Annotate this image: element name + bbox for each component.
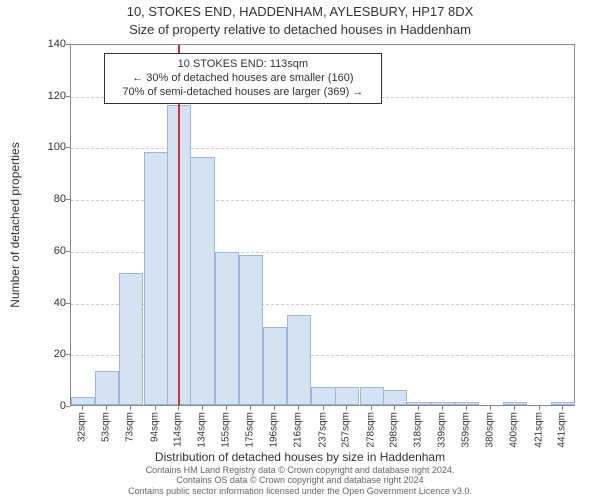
- x-tick-label: 196sqm: [269, 412, 280, 448]
- x-tick-mark: [514, 406, 515, 410]
- x-tick-label: 339sqm: [437, 412, 448, 448]
- x-tick-label: 216sqm: [292, 412, 303, 448]
- annotation-line: 10 STOKES END: 113sqm: [111, 57, 375, 71]
- x-tick-mark: [130, 406, 131, 410]
- x-tick-mark: [442, 406, 443, 410]
- y-axis-label: Number of detached properties: [8, 60, 22, 225]
- x-tick-label: 94sqm: [149, 412, 160, 442]
- x-tick-mark: [298, 406, 299, 410]
- y-tick-label: 60: [36, 245, 66, 257]
- histogram-bar: [263, 327, 287, 405]
- x-tick-label: 155sqm: [221, 412, 232, 448]
- x-tick-mark: [562, 406, 563, 410]
- histogram-bar: [190, 157, 214, 405]
- histogram-bar: [119, 273, 143, 405]
- chart-title-sub: Size of property relative to detached ho…: [0, 22, 600, 37]
- histogram-bar: [503, 402, 527, 405]
- x-tick-mark: [202, 406, 203, 410]
- histogram-bar: [455, 402, 479, 405]
- x-tick-mark: [155, 406, 156, 410]
- x-tick-mark: [539, 406, 540, 410]
- y-tick-label: 0: [36, 400, 66, 412]
- x-tick-mark: [323, 406, 324, 410]
- chart-container: 10, STOKES END, HADDENHAM, AYLESBURY, HP…: [0, 0, 600, 500]
- x-tick-label: 73sqm: [124, 412, 135, 442]
- x-tick-label: 318sqm: [412, 412, 423, 448]
- footer-line-1: Contains HM Land Registry data © Crown c…: [0, 465, 600, 476]
- annotation-box: 10 STOKES END: 113sqm← 30% of detached h…: [104, 53, 382, 104]
- x-tick-label: 359sqm: [460, 412, 471, 448]
- x-tick-label: 298sqm: [389, 412, 400, 448]
- y-tick-label: 80: [36, 193, 66, 205]
- x-tick-mark: [490, 406, 491, 410]
- histogram-bar: [144, 152, 168, 405]
- histogram-bar: [95, 371, 119, 405]
- x-tick-label: 237sqm: [317, 412, 328, 448]
- x-tick-mark: [82, 406, 83, 410]
- x-tick-label: 53sqm: [101, 412, 112, 442]
- x-tick-label: 441sqm: [557, 412, 568, 448]
- x-tick-mark: [106, 406, 107, 410]
- x-tick-mark: [466, 406, 467, 410]
- histogram-bar: [71, 397, 95, 405]
- histogram-bar: [335, 387, 359, 405]
- chart-title-main: 10, STOKES END, HADDENHAM, AYLESBURY, HP…: [0, 4, 600, 19]
- x-tick-label: 421sqm: [533, 412, 544, 448]
- x-tick-label: 32sqm: [76, 412, 87, 442]
- x-tick-mark: [274, 406, 275, 410]
- histogram-bar: [431, 402, 455, 405]
- histogram-bar: [360, 387, 384, 405]
- histogram-bar: [287, 315, 311, 406]
- y-tick-label: 40: [36, 297, 66, 309]
- x-tick-mark: [394, 406, 395, 410]
- x-tick-mark: [346, 406, 347, 410]
- chart-footer: Contains HM Land Registry data © Crown c…: [0, 465, 600, 497]
- histogram-bar: [239, 255, 263, 405]
- y-tick-label: 140: [36, 38, 66, 50]
- histogram-bar: [551, 402, 575, 405]
- x-axis-label: Distribution of detached houses by size …: [0, 450, 600, 464]
- histogram-bar: [407, 402, 431, 405]
- x-tick-mark: [226, 406, 227, 410]
- plot-area: 10 STOKES END: 113sqm← 30% of detached h…: [70, 44, 575, 406]
- x-tick-label: 400sqm: [508, 412, 519, 448]
- y-tick-label: 120: [36, 90, 66, 102]
- x-tick-mark: [178, 406, 179, 410]
- x-tick-label: 175sqm: [244, 412, 255, 448]
- x-tick-label: 134sqm: [196, 412, 207, 448]
- x-tick-mark: [418, 406, 419, 410]
- footer-line-2: Contains OS data © Crown copyright and d…: [0, 475, 600, 486]
- y-tick-label: 20: [36, 348, 66, 360]
- annotation-line: ← 30% of detached houses are smaller (16…: [111, 71, 375, 85]
- y-tick-label: 100: [36, 141, 66, 153]
- x-tick-mark: [250, 406, 251, 410]
- x-tick-mark: [371, 406, 372, 410]
- x-tick-label: 278sqm: [365, 412, 376, 448]
- footer-line-3: Contains public sector information licen…: [0, 486, 600, 497]
- x-tick-label: 257sqm: [340, 412, 351, 448]
- annotation-line: 70% of semi-detached houses are larger (…: [111, 85, 375, 99]
- gridline: [71, 148, 574, 149]
- x-tick-label: 114sqm: [173, 412, 184, 447]
- histogram-bar: [383, 390, 407, 406]
- y-tick-mark: [66, 406, 70, 407]
- histogram-bar: [311, 387, 335, 405]
- x-tick-label: 380sqm: [485, 412, 496, 448]
- histogram-bar: [215, 252, 239, 405]
